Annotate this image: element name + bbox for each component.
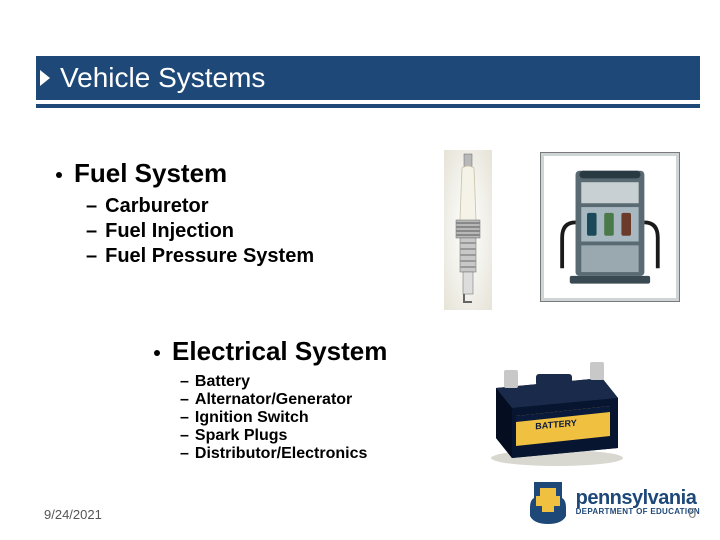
bullet-heading: Electrical System — [154, 336, 387, 367]
bullet-item: – Distributor/Electronics — [180, 445, 387, 463]
bullet-item: – Carburetor — [86, 195, 314, 218]
bullet-item: – Fuel Injection — [86, 220, 314, 243]
item-text: Spark Plugs — [195, 427, 287, 445]
item-text: Alternator/Generator — [195, 391, 352, 409]
heading-text: Electrical System — [172, 336, 387, 367]
logo-sub: DEPARTMENT OF EDUCATION — [576, 508, 700, 516]
sparkplug-image — [444, 150, 492, 310]
battery-image: BATTERY — [482, 350, 632, 470]
item-text: Carburetor — [105, 195, 208, 218]
item-text: Fuel Injection — [105, 220, 234, 243]
dash-icon: – — [86, 195, 97, 218]
section-fuel: Fuel System – Carburetor – Fuel Injectio… — [56, 158, 314, 270]
dash-icon: – — [180, 445, 189, 463]
dash-icon: – — [86, 220, 97, 243]
dash-icon: – — [180, 409, 189, 427]
item-text: Ignition Switch — [195, 409, 309, 427]
keystone-shield-icon — [528, 478, 568, 526]
logo-main: pennsylvania — [576, 488, 700, 508]
bullet-item: – Battery — [180, 373, 387, 391]
bullet-dot-icon — [56, 172, 62, 178]
bullet-item: – Ignition Switch — [180, 409, 387, 427]
section-electrical: Electrical System – Battery – Alternator… — [154, 336, 387, 463]
bullet-item: – Spark Plugs — [180, 427, 387, 445]
title-bar: Vehicle Systems — [36, 56, 700, 100]
item-text: Distributor/Electronics — [195, 445, 367, 463]
dash-icon: – — [180, 373, 189, 391]
bullet-dot-icon — [154, 350, 160, 356]
footer-date: 9/24/2021 — [44, 507, 102, 522]
slide-title: Vehicle Systems — [60, 62, 265, 94]
dash-icon: – — [86, 245, 97, 268]
title-arrow-icon — [40, 70, 50, 86]
page-number: 6 — [688, 505, 696, 522]
dash-icon: – — [180, 427, 189, 445]
item-text: Fuel Pressure System — [105, 245, 314, 268]
bullet-heading: Fuel System — [56, 158, 314, 189]
bullet-item: – Alternator/Generator — [180, 391, 387, 409]
bullet-item: – Fuel Pressure System — [86, 245, 314, 268]
fuelpump-image — [540, 152, 680, 302]
heading-text: Fuel System — [74, 158, 227, 189]
dash-icon: – — [180, 391, 189, 409]
pa-logo: pennsylvania DEPARTMENT OF EDUCATION — [528, 478, 700, 526]
title-underline — [36, 104, 700, 108]
item-text: Battery — [195, 373, 250, 391]
